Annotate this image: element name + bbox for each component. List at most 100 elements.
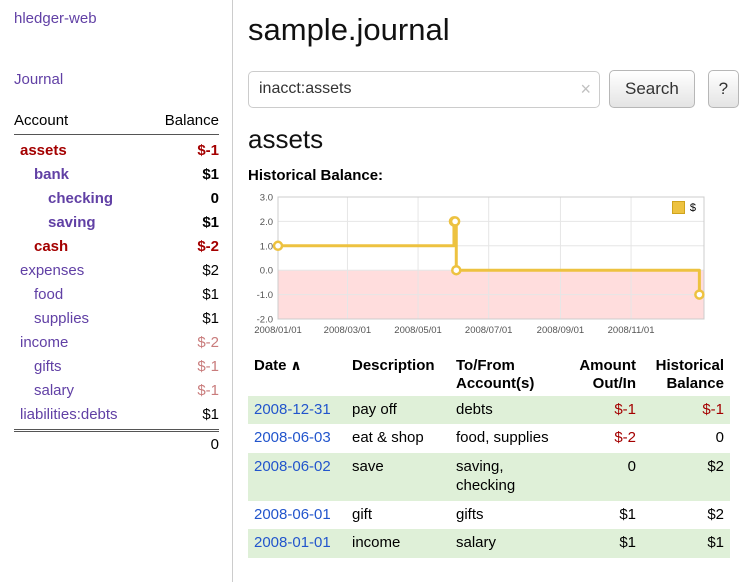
legend-label: $ xyxy=(689,201,696,214)
svg-text:2008/05/01: 2008/05/01 xyxy=(394,325,442,336)
transaction-date-link[interactable]: 2008-01-01 xyxy=(254,534,331,552)
account-row: assets $-1 xyxy=(14,138,219,162)
transaction-balance: $-1 xyxy=(702,400,724,418)
transaction-description: gift xyxy=(352,505,373,523)
transaction-amount: $1 xyxy=(619,534,636,552)
svg-text:2008/07/01: 2008/07/01 xyxy=(465,325,513,336)
historical-balance-label: Historical Balance: xyxy=(248,167,384,184)
register-row: 2008-06-03 eat & shop food, supplies $-2 0 xyxy=(248,424,730,453)
account-balance: $1 xyxy=(202,309,219,327)
account-link[interactable]: bank xyxy=(34,165,70,183)
help-button[interactable]: ? xyxy=(707,70,739,108)
transaction-accounts: salary xyxy=(456,534,497,552)
account-balance: $-2 xyxy=(197,237,219,255)
page-title: sample.journal xyxy=(248,12,450,47)
transaction-amount: $-2 xyxy=(614,429,636,447)
svg-text:3.0: 3.0 xyxy=(260,193,273,204)
balance-chart: 3.0 2.0 1.0 0.0 -1.0 -2.0 2008/01/01 2008/03/01… xyxy=(248,189,712,345)
transaction-date-cell: 2008-06-02 xyxy=(248,453,346,501)
account-balance: $1 xyxy=(202,405,219,423)
account-row: expenses $2 xyxy=(14,258,219,282)
transaction-amount: $1 xyxy=(619,505,636,523)
transaction-balance: 0 xyxy=(715,429,724,447)
account-row: liabilities:debts $1 xyxy=(14,402,219,426)
account-link[interactable]: expenses xyxy=(20,261,85,279)
account-row: checking 0 xyxy=(14,186,219,210)
transaction-date-link[interactable]: 2008-06-03 xyxy=(254,429,331,447)
svg-text:2008/03/01: 2008/03/01 xyxy=(324,325,372,336)
account-balance: $-2 xyxy=(197,333,219,351)
transaction-balance: $2 xyxy=(707,458,724,476)
svg-text:0.0: 0.0 xyxy=(260,266,273,277)
transaction-amount: 0 xyxy=(627,458,636,476)
svg-text:-2.0: -2.0 xyxy=(257,315,273,326)
account-link[interactable]: supplies xyxy=(34,309,90,327)
account-link[interactable]: income xyxy=(20,333,69,351)
account-row: salary $-1 xyxy=(14,378,219,402)
account-row: gifts $-1 xyxy=(14,354,219,378)
clear-search-icon[interactable]: × xyxy=(580,79,591,99)
sidebar: hledger-web Journal Account Balance asse… xyxy=(0,0,233,582)
svg-text:1.0: 1.0 xyxy=(260,241,273,252)
account-link[interactable]: cash xyxy=(34,237,69,255)
search-button[interactable]: Search xyxy=(609,70,695,108)
account-row: supplies $1 xyxy=(14,306,219,330)
account-heading: assets xyxy=(248,124,324,154)
accounts-table: Account Balance assets $-1 bank $1 check… xyxy=(14,112,219,453)
register-row: 2008-12-31 pay off debts $-1 $-1 xyxy=(248,395,730,425)
register-header-amount: Amount Out/In xyxy=(579,357,636,393)
transaction-date-link[interactable]: 2008-12-31 xyxy=(254,400,331,418)
transaction-accounts: saving, checking xyxy=(456,458,516,494)
register-table: Date ∧ Description To/From Account(s) Amount… xyxy=(248,355,730,559)
account-balance: $1 xyxy=(202,213,219,231)
register-body: 2008-12-31 pay off debts $-1 $-1 2008-06-03 ea… xyxy=(248,395,730,559)
account-balance: $-1 xyxy=(197,357,219,375)
account-balance: $1 xyxy=(202,285,219,303)
register-header-description: Description xyxy=(352,357,435,374)
transaction-balance: $2 xyxy=(707,505,724,523)
svg-text:2008/01/01: 2008/01/01 xyxy=(254,325,302,336)
transaction-description: eat & shop xyxy=(352,429,424,447)
accounts-total: 0 xyxy=(14,429,219,453)
app-title-link[interactable]: hledger-web xyxy=(14,10,97,27)
main-content: sample.journal × Search ? assets Histori… xyxy=(233,0,742,582)
account-balance: $-1 xyxy=(197,381,219,399)
register-header-historical: Historical Balance xyxy=(655,357,724,393)
account-link[interactable]: checking xyxy=(48,189,114,207)
account-link[interactable]: assets xyxy=(20,141,67,159)
account-link[interactable]: salary xyxy=(34,381,75,399)
account-rows: assets $-1 bank $1 checking 0 saving $1 … xyxy=(14,135,219,426)
search-input[interactable] xyxy=(248,70,600,108)
journal-link[interactable]: Journal xyxy=(14,71,64,88)
account-row: food $1 xyxy=(14,282,219,306)
transaction-date-link[interactable]: 2008-06-01 xyxy=(254,505,331,523)
transaction-description: pay off xyxy=(352,400,397,418)
chart-legend: $ xyxy=(668,200,699,215)
accounts-header-account-label: Account xyxy=(14,112,69,129)
account-link[interactable]: saving xyxy=(48,213,96,231)
register-header-tofrom: To/From Account(s) xyxy=(456,357,535,393)
transaction-amount: $-1 xyxy=(614,400,636,418)
register-header-date[interactable]: Date ∧ xyxy=(254,357,302,374)
register-row: 2008-06-02 save saving, checking 0 $2 xyxy=(248,453,730,501)
transaction-balance: $1 xyxy=(707,534,724,552)
account-balance: 0 xyxy=(210,189,219,207)
account-link[interactable]: food xyxy=(34,285,64,303)
transaction-date-link[interactable]: 2008-06-02 xyxy=(254,458,331,476)
accounts-table-header: Account Balance xyxy=(14,112,219,135)
account-link[interactable]: gifts xyxy=(34,357,62,375)
svg-text:-1.0: -1.0 xyxy=(257,290,273,301)
transaction-accounts: debts xyxy=(456,400,493,418)
account-row: saving $1 xyxy=(14,210,219,234)
transaction-accounts: food, supplies xyxy=(456,429,549,447)
account-row: bank $1 xyxy=(14,162,219,186)
account-balance: $-1 xyxy=(197,141,219,159)
register-row: 2008-01-01 income salary $1 $1 xyxy=(248,529,730,559)
svg-text:2008/11/01: 2008/11/01 xyxy=(608,325,655,336)
transaction-date-cell: 2008-01-01 xyxy=(248,529,346,558)
account-link[interactable]: liabilities:debts xyxy=(20,405,118,423)
sort-ascending-icon: ∧ xyxy=(286,357,302,373)
account-balance: $1 xyxy=(202,165,219,183)
transaction-date-cell: 2008-06-03 xyxy=(248,424,346,453)
